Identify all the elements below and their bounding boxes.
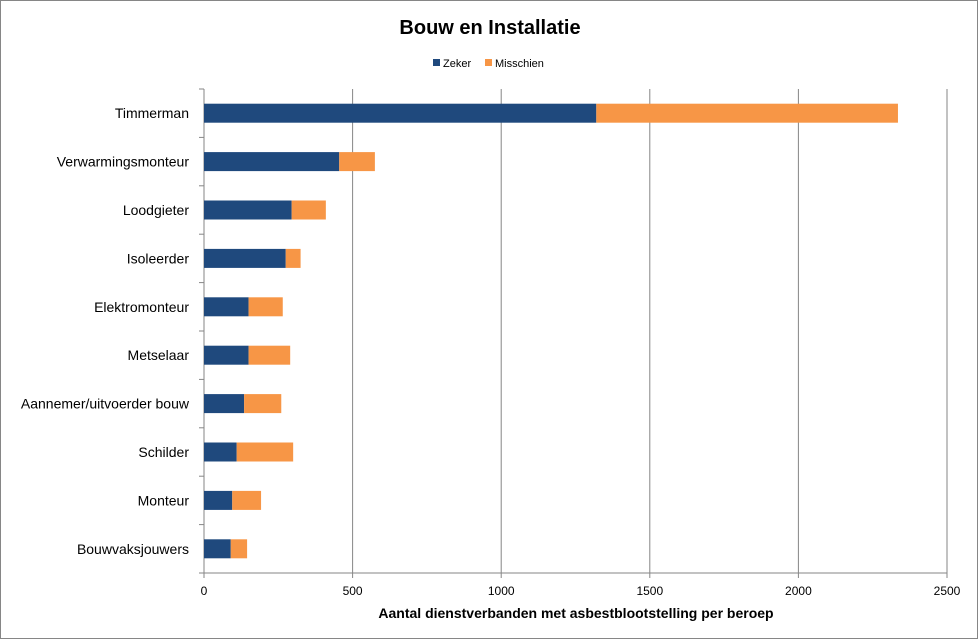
category-label: Bouwvaksjouwers (77, 541, 189, 557)
bar-zeker (204, 200, 292, 220)
x-tick-label: 2000 (785, 584, 812, 598)
x-tick-label: 1500 (636, 584, 663, 598)
bar-misschien (230, 539, 248, 559)
bar-zeker (204, 345, 249, 365)
legend-label: Zeker (443, 58, 471, 70)
legend-swatch (433, 59, 440, 66)
category-label: Isoleerder (127, 250, 190, 266)
chart-title: Bouw en Installatie (399, 17, 580, 39)
category-label: Verwarmingsmonteur (57, 154, 190, 170)
bar-misschien (248, 297, 283, 317)
category-label: Monteur (138, 492, 190, 508)
category-label: Timmerman (115, 105, 189, 121)
bar-zeker (204, 394, 245, 414)
bar-misschien (596, 103, 898, 123)
bar-misschien (236, 442, 294, 462)
category-label: Metselaar (128, 347, 190, 363)
bar-zeker (204, 248, 286, 268)
category-labels: Timmerman Verwarmingsmonteur Loodgieter Iso… (21, 105, 190, 557)
legend-label: Misschien (495, 58, 544, 70)
bar-zeker (204, 539, 231, 559)
bar-zeker (204, 297, 249, 317)
category-label: Elektromonteur (94, 299, 189, 315)
bar-misschien (248, 345, 291, 365)
bars (204, 103, 898, 559)
x-tick-label: 0 (201, 584, 208, 598)
x-axis-title: Aantal dienstverbanden met asbestblootst… (378, 605, 773, 621)
category-label: Aannemer/uitvoerder bouw (21, 396, 190, 412)
bar-misschien (285, 248, 301, 268)
bar-zeker (204, 103, 597, 123)
bar-misschien (291, 200, 326, 220)
x-tick-label: 500 (343, 584, 363, 598)
legend-swatch (485, 59, 492, 66)
bar-zeker (204, 442, 237, 462)
x-tick-label: 1000 (488, 584, 515, 598)
bar-zeker (204, 490, 233, 510)
x-tick-label: 2500 (934, 584, 961, 598)
bar-misschien (339, 152, 375, 172)
bar-misschien (244, 394, 282, 414)
bar-misschien (232, 490, 262, 510)
x-tick-labels: 0 500 1000 1500 2000 2500 (201, 584, 961, 598)
legend: Zeker Misschien (433, 58, 544, 70)
bar-zeker (204, 152, 340, 172)
category-label: Loodgieter (123, 202, 190, 218)
category-label: Schilder (138, 444, 189, 460)
